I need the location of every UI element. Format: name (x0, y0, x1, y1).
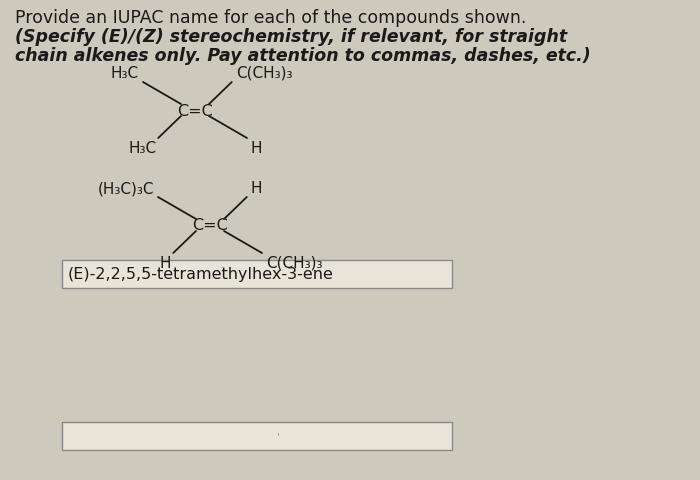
Text: C(CH₃)₃: C(CH₃)₃ (236, 66, 293, 81)
FancyBboxPatch shape (62, 261, 452, 288)
Text: (E)-2,2,5,5-tetramethylhex-3-ene: (E)-2,2,5,5-tetramethylhex-3-ene (68, 267, 334, 282)
Text: C=C: C=C (177, 103, 213, 118)
Text: C(CH₃)₃: C(CH₃)₃ (266, 255, 323, 270)
Text: Provide an IUPAC name for each of the compounds shown.: Provide an IUPAC name for each of the co… (15, 9, 526, 27)
Text: H: H (251, 141, 262, 156)
Text: (Specify (E)/(Z) stereochemistry, if relevant, for straight: (Specify (E)/(Z) stereochemistry, if rel… (15, 28, 567, 46)
Text: H: H (251, 180, 262, 195)
Text: H: H (160, 255, 172, 270)
FancyBboxPatch shape (62, 422, 452, 450)
Text: ': ' (276, 431, 279, 441)
Text: H₃C: H₃C (128, 141, 156, 156)
Text: H₃C: H₃C (111, 66, 139, 81)
Text: C=C: C=C (192, 218, 228, 233)
Text: (H₃C)₃C: (H₃C)₃C (97, 180, 154, 195)
Text: chain alkenes only. Pay attention to commas, dashes, etc.): chain alkenes only. Pay attention to com… (15, 47, 591, 65)
